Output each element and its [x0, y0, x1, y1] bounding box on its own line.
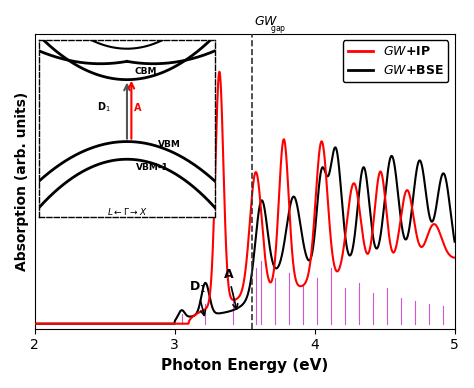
- Y-axis label: Absorption (arb. units): Absorption (arb. units): [15, 92, 29, 271]
- Text: A: A: [224, 268, 238, 309]
- Text: D$_1$: D$_1$: [189, 280, 206, 315]
- Legend: $GW$+IP, $GW$+BSE: $GW$+IP, $GW$+BSE: [343, 40, 448, 83]
- Text: $_{\rm gap}$: $_{\rm gap}$: [270, 24, 286, 37]
- X-axis label: Photon Energy (eV): Photon Energy (eV): [161, 358, 328, 373]
- Text: $GW$: $GW$: [255, 15, 279, 28]
